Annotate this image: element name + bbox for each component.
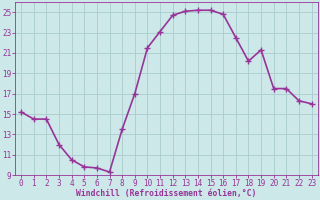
X-axis label: Windchill (Refroidissement éolien,°C): Windchill (Refroidissement éolien,°C) (76, 189, 257, 198)
